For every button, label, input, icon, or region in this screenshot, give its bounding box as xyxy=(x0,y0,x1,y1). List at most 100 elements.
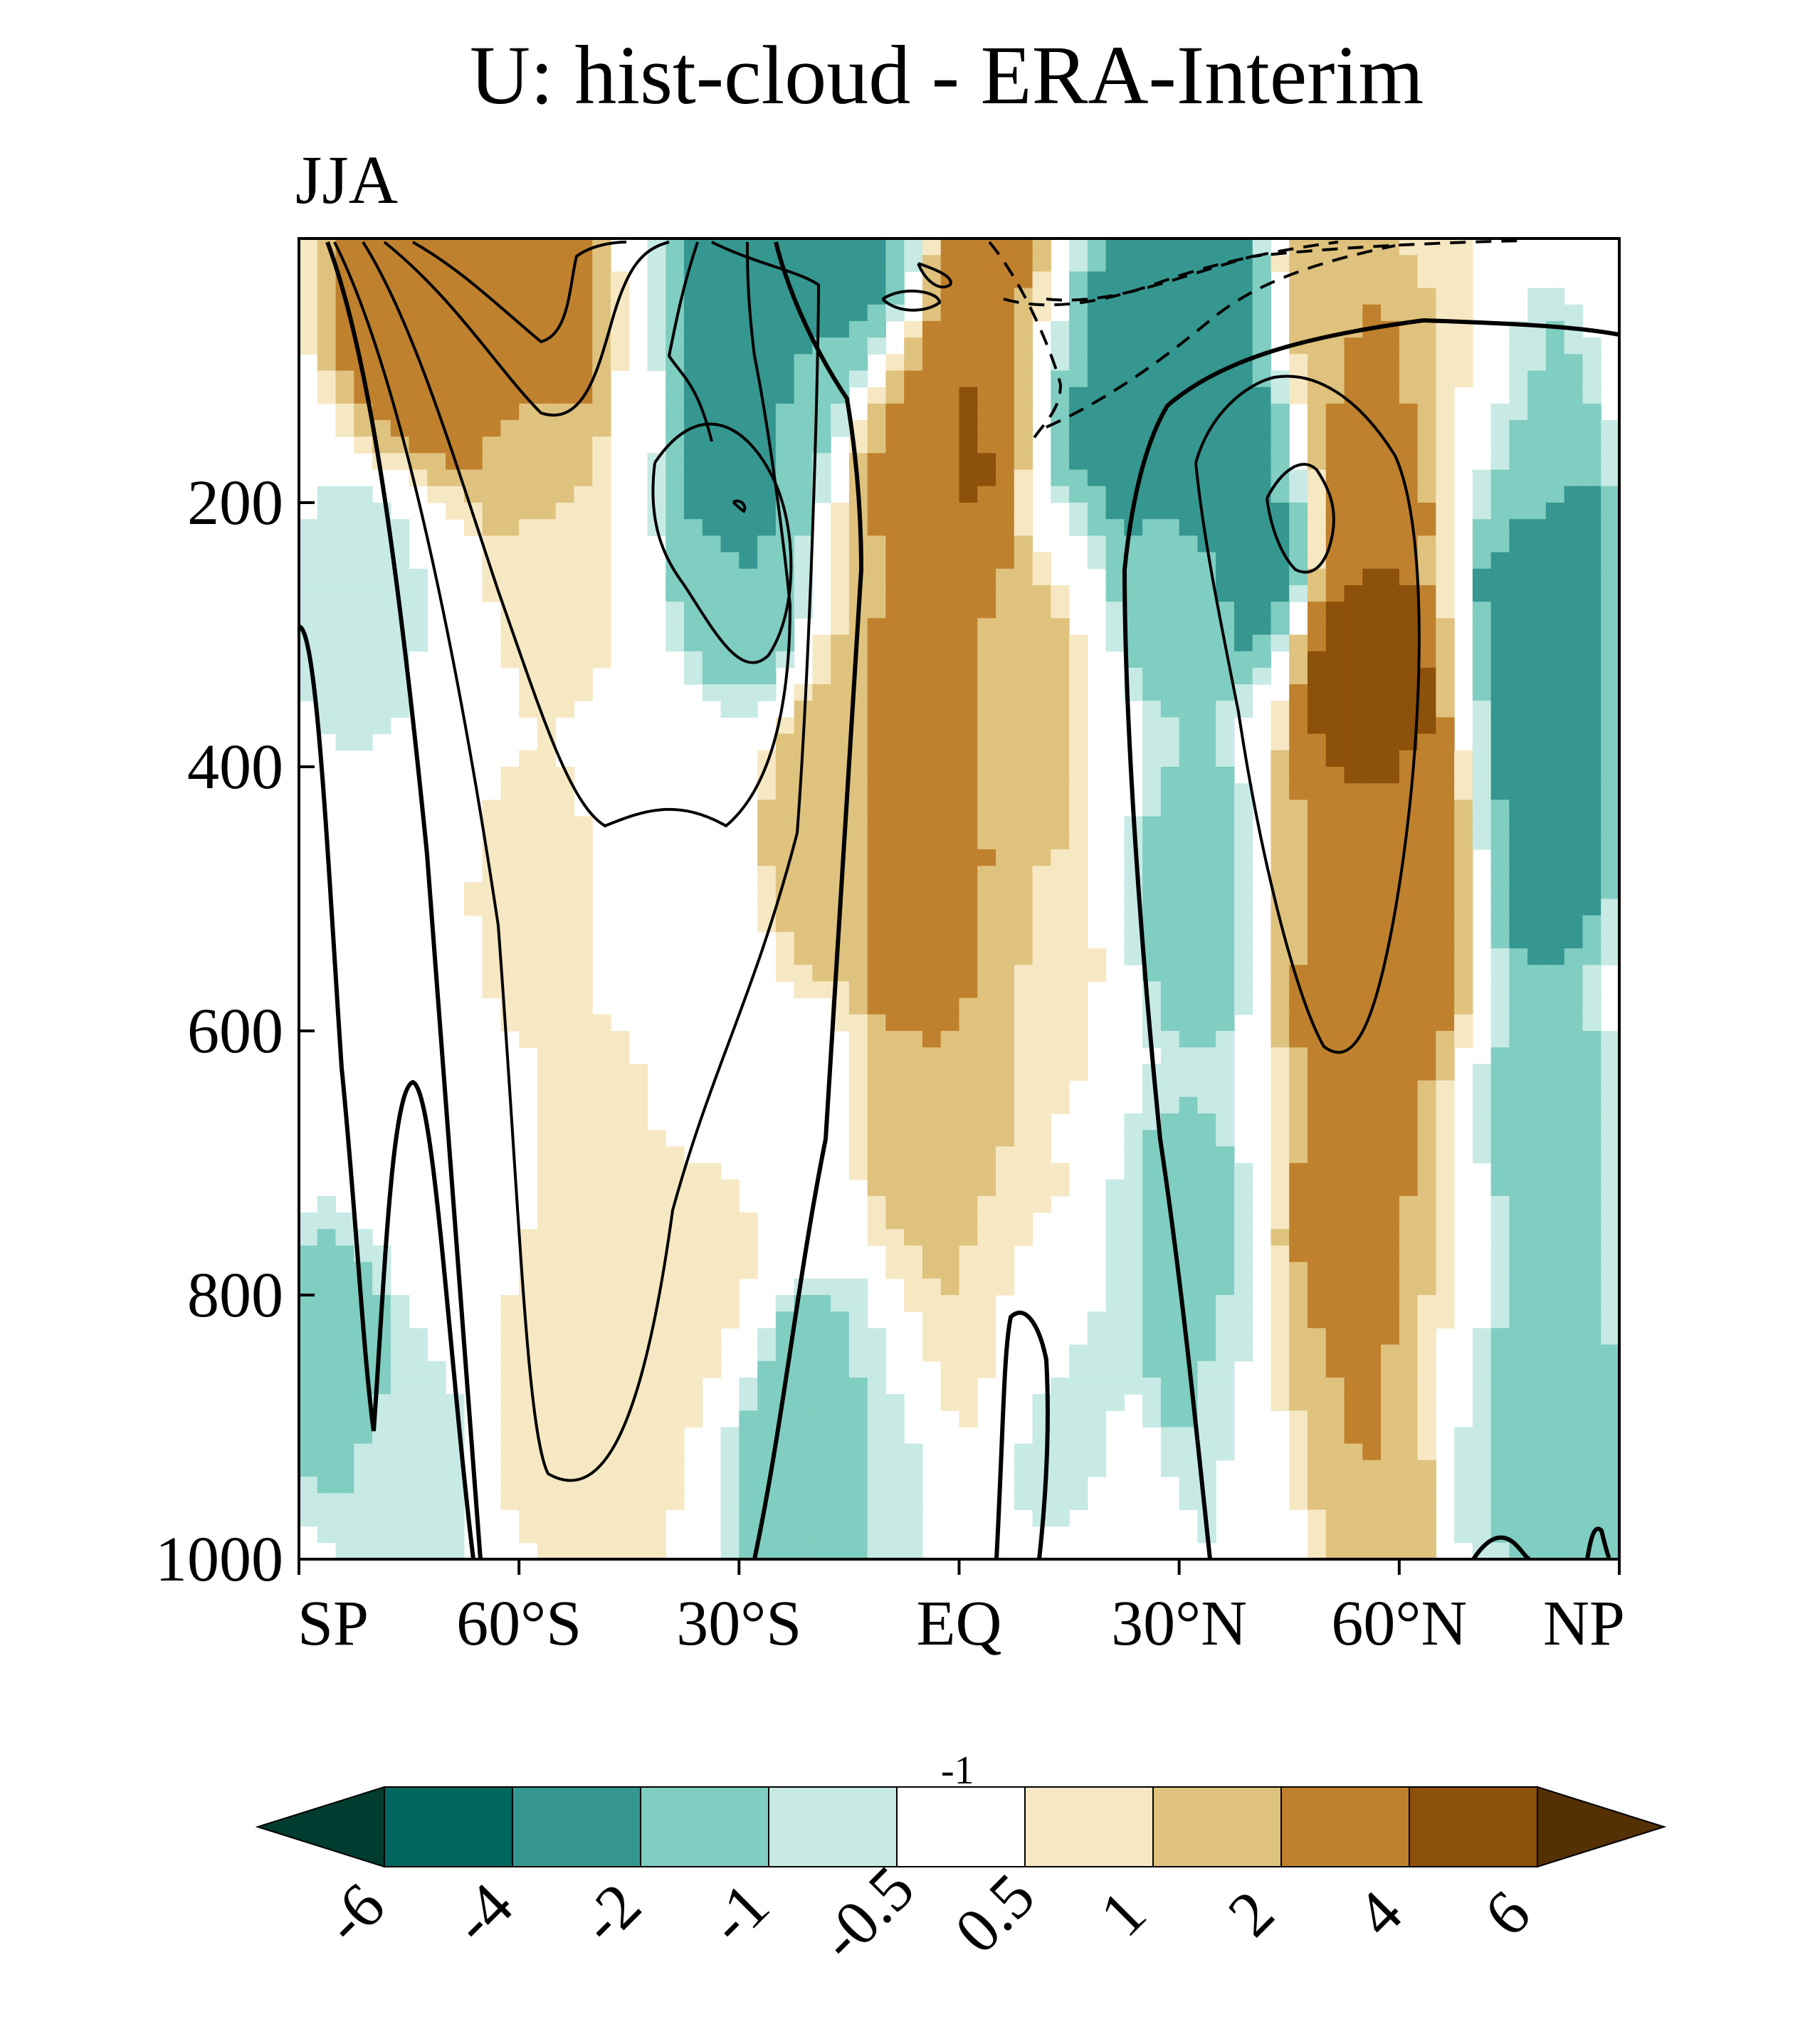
heatmap-cell xyxy=(1014,1064,1033,1081)
heatmap-cell xyxy=(812,981,831,999)
heatmap-cell xyxy=(1051,1410,1070,1428)
heatmap-cell xyxy=(940,288,960,305)
heatmap-cell xyxy=(1564,602,1584,619)
heatmap-cell xyxy=(1197,634,1216,652)
heatmap-cell xyxy=(647,354,666,372)
heatmap-cell xyxy=(482,965,501,982)
heatmap-cell xyxy=(537,1295,557,1312)
heatmap-cell xyxy=(1032,1047,1051,1064)
heatmap-cell xyxy=(1399,981,1419,999)
heatmap-cell xyxy=(519,882,538,900)
heatmap-cell xyxy=(1197,701,1216,718)
heatmap-cell xyxy=(1197,552,1216,570)
heatmap-cell xyxy=(1344,783,1363,800)
heatmap-cell xyxy=(1399,552,1419,570)
heatmap-cell xyxy=(831,1526,850,1544)
heatmap-cell xyxy=(335,1262,354,1279)
heatmap-cell xyxy=(885,997,905,1015)
heatmap-cell xyxy=(463,898,483,916)
heatmap-cell xyxy=(592,1080,611,1098)
heatmap-cell xyxy=(940,684,960,701)
heatmap-cell xyxy=(977,1245,996,1263)
heatmap-cell xyxy=(1362,453,1382,471)
heatmap-cell xyxy=(1545,866,1565,883)
heatmap-cell xyxy=(1325,354,1345,372)
heatmap-cell xyxy=(1270,997,1290,1015)
heatmap-cell xyxy=(977,1179,996,1197)
heatmap-cell xyxy=(666,486,685,503)
heatmap-cell xyxy=(1362,965,1382,982)
heatmap-cell xyxy=(537,915,557,933)
heatmap-cell xyxy=(831,750,850,767)
heatmap-cell xyxy=(1233,816,1253,834)
heatmap-cell xyxy=(1472,1459,1492,1477)
heatmap-cell xyxy=(1490,1410,1510,1428)
heatmap-cell xyxy=(959,1014,978,1032)
heatmap-cell xyxy=(1032,733,1051,751)
heatmap-cell xyxy=(1179,503,1199,520)
heatmap-cell xyxy=(720,684,740,701)
heatmap-cell xyxy=(1069,1064,1088,1081)
heatmap-cell xyxy=(1545,387,1565,404)
heatmap-cell xyxy=(885,1014,905,1032)
heatmap-cell xyxy=(1472,1410,1492,1428)
heatmap-cell xyxy=(996,469,1015,487)
heatmap-cell xyxy=(1216,931,1235,949)
heatmap-cell xyxy=(1417,1459,1436,1477)
heatmap-cell xyxy=(1197,1262,1216,1279)
heatmap-cell xyxy=(848,1031,868,1048)
heatmap-cell xyxy=(1399,320,1419,338)
heatmap-cell xyxy=(1545,1542,1565,1559)
heatmap-cell xyxy=(1582,1179,1601,1197)
heatmap-cell xyxy=(647,1410,666,1428)
heatmap-cell xyxy=(1472,1493,1492,1511)
heatmap-cell xyxy=(1069,767,1088,784)
heatmap-cell xyxy=(1289,733,1308,751)
heatmap-cell xyxy=(848,535,868,553)
heatmap-cell xyxy=(904,1179,923,1197)
heatmap-cell xyxy=(574,354,593,372)
heatmap-cell xyxy=(848,1064,868,1081)
heatmap-cell xyxy=(409,320,428,338)
heatmap-cell xyxy=(940,1130,960,1147)
heatmap-cell xyxy=(1014,469,1033,487)
heatmap-cell xyxy=(1582,898,1601,916)
heatmap-cell xyxy=(1417,239,1436,256)
heatmap-cell xyxy=(1105,1262,1125,1279)
heatmap-cell xyxy=(812,816,831,834)
heatmap-cell xyxy=(1216,1080,1235,1098)
heatmap-cell xyxy=(555,1509,575,1527)
heatmap-cell xyxy=(996,997,1015,1015)
heatmap-cell xyxy=(775,1443,795,1461)
heatmap-cell xyxy=(1545,1179,1565,1197)
heatmap-cell xyxy=(1564,1377,1584,1395)
heatmap-cell xyxy=(794,519,813,536)
heatmap-cell xyxy=(1601,816,1619,834)
heatmap-cell xyxy=(959,1262,978,1279)
heatmap-cell xyxy=(1197,1130,1216,1147)
heatmap-cell xyxy=(1216,1361,1235,1378)
heatmap-cell xyxy=(812,1394,831,1411)
heatmap-cell xyxy=(1472,1361,1492,1378)
heatmap-cell xyxy=(1325,1509,1345,1527)
heatmap-cell xyxy=(684,1229,703,1247)
heatmap-cell xyxy=(1289,931,1308,949)
heatmap-cell xyxy=(996,618,1015,636)
heatmap-cell xyxy=(1124,618,1143,636)
heatmap-cell xyxy=(959,469,978,487)
heatmap-cell xyxy=(1179,1459,1199,1477)
heatmap-cell xyxy=(1381,701,1400,718)
heatmap-cell xyxy=(940,981,960,999)
heatmap-cell xyxy=(427,1410,446,1428)
heatmap-cell xyxy=(885,931,905,949)
heatmap-cell xyxy=(1105,585,1125,602)
heatmap-cell xyxy=(647,469,666,487)
heatmap-cell xyxy=(1362,337,1382,355)
heatmap-cell xyxy=(1197,717,1216,735)
heatmap-cell xyxy=(812,370,831,388)
heatmap-cell xyxy=(1179,486,1199,503)
heatmap-cell xyxy=(1601,866,1619,883)
heatmap-cell xyxy=(317,1509,337,1527)
heatmap-cell xyxy=(739,1245,758,1263)
heatmap-cell xyxy=(1308,1212,1327,1230)
